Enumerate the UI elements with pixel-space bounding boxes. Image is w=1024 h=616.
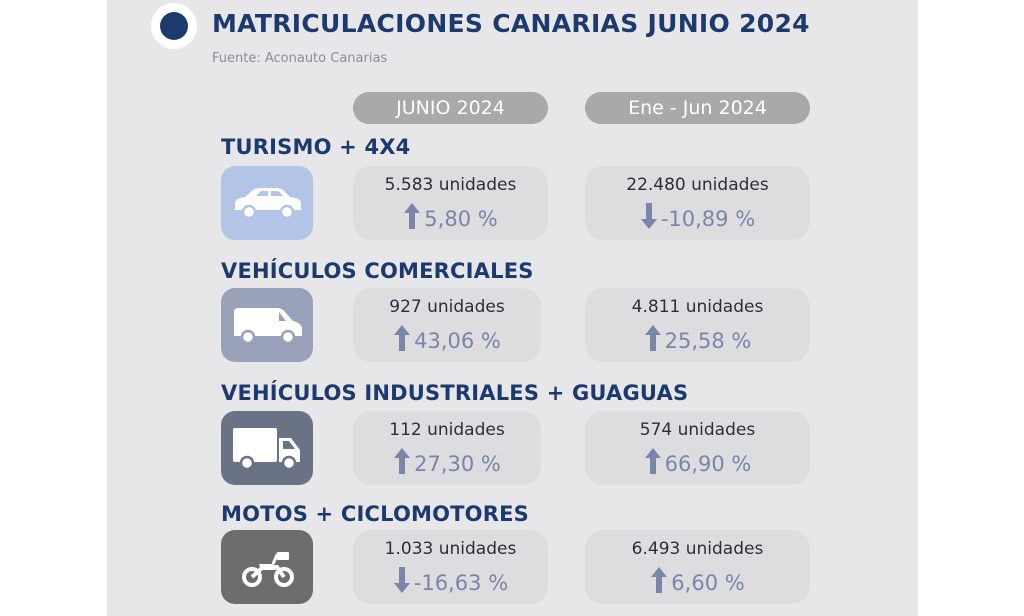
truck-icon: [221, 411, 313, 485]
arrow-up-icon: [393, 447, 411, 475]
card-comerciales-june: 927 unidades 43,06 %: [353, 288, 541, 362]
change-value: 25,58 %: [585, 324, 810, 353]
change-text: 27,30 %: [414, 452, 501, 476]
logo-dot: [160, 12, 188, 40]
units-value: 5.583 unidades: [384, 175, 517, 195]
arrow-up-icon: [403, 202, 421, 230]
category-title-comerciales: VEHÍCULOS COMERCIALES: [221, 259, 534, 283]
category-title-motos: MOTOS + CICLOMOTORES: [221, 502, 529, 526]
card-turismo-june: 5.583 unidades 5,80 %: [353, 166, 548, 240]
units-value: 112 unidades: [389, 420, 505, 440]
change-text: 6,60 %: [671, 571, 745, 595]
change-text: 43,06 %: [414, 329, 501, 353]
van-icon: [221, 288, 313, 362]
change-value: 5,80 %: [353, 202, 548, 231]
card-turismo-ytd: 22.480 unidades -10,89 %: [585, 166, 810, 240]
units-value: 574 unidades: [639, 420, 756, 440]
motorcycle-icon: [221, 530, 313, 604]
column-header-ytd: Ene - Jun 2024: [585, 92, 810, 124]
card-industriales-june: 112 unidades 27,30 %: [353, 411, 541, 485]
page-title: MATRICULACIONES CANARIAS JUNIO 2024: [212, 9, 810, 38]
arrow-up-icon: [393, 324, 411, 352]
change-value: 66,90 %: [585, 447, 810, 476]
arrow-up-icon: [644, 447, 662, 475]
change-value: 6,60 %: [585, 566, 810, 595]
source-note: Fuente: Aconauto Canarias: [212, 51, 388, 66]
category-title-turismo: TURISMO + 4X4: [221, 135, 411, 159]
change-text: 5,80 %: [424, 207, 498, 231]
column-header-june: JUNIO 2024: [353, 92, 548, 124]
units-value: 4.811 unidades: [631, 297, 764, 317]
change-value: -10,89 %: [585, 202, 810, 231]
change-value: 27,30 %: [353, 447, 541, 476]
units-value: 927 unidades: [389, 297, 505, 317]
units-value: 6.493 unidades: [631, 539, 764, 559]
category-title-industriales: VEHÍCULOS INDUSTRIALES + GUAGUAS: [221, 381, 689, 405]
change-value: -16,63 %: [353, 566, 548, 595]
units-value: 22.480 unidades: [626, 175, 769, 195]
change-text: -10,89 %: [660, 207, 756, 231]
car-icon: [221, 166, 313, 240]
change-text: 66,90 %: [664, 452, 752, 476]
arrow-up-icon: [650, 566, 668, 594]
card-motos-june: 1.033 unidades -16,63 %: [353, 530, 548, 604]
change-value: 43,06 %: [353, 324, 541, 353]
arrow-down-icon: [393, 566, 411, 594]
card-motos-ytd: 6.493 unidades 6,60 %: [585, 530, 810, 604]
arrow-up-icon: [644, 324, 662, 352]
logo-icon: [151, 3, 197, 49]
card-comerciales-ytd: 4.811 unidades 25,58 %: [585, 288, 810, 362]
units-value: 1.033 unidades: [384, 539, 517, 559]
change-text: -16,63 %: [413, 571, 509, 595]
card-industriales-ytd: 574 unidades 66,90 %: [585, 411, 810, 485]
arrow-down-icon: [640, 202, 658, 230]
change-text: 25,58 %: [664, 329, 752, 353]
